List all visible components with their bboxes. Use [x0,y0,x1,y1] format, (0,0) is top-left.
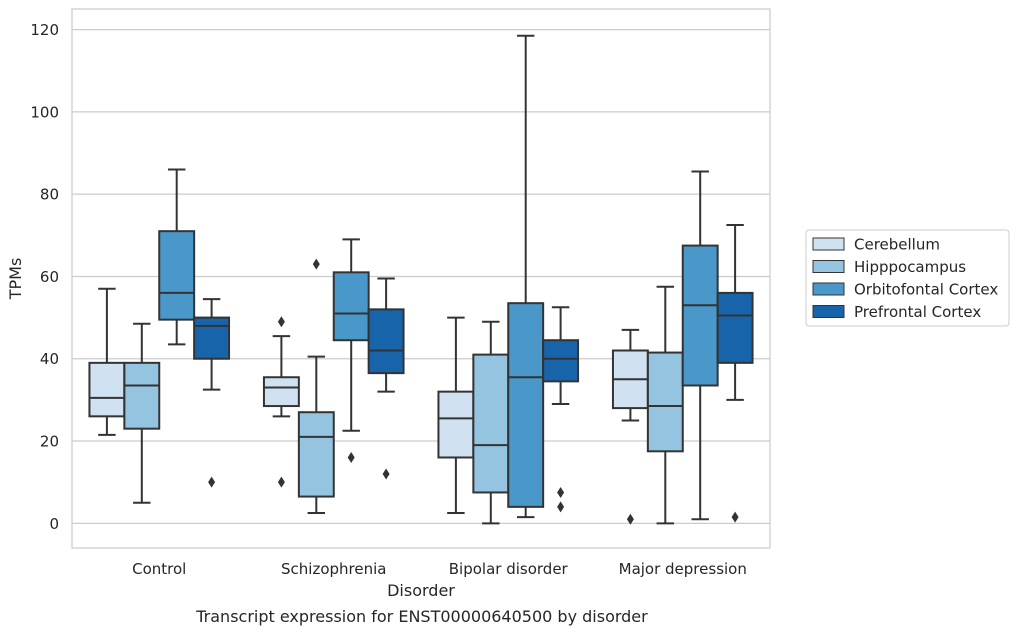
outlier-point [557,486,565,498]
plot-frame [71,8,771,549]
boxplots [88,34,754,525]
boxplot [367,277,405,480]
outlier-point [382,468,390,480]
y-tick-label: 0 [49,515,59,533]
boxplot [193,298,231,488]
legend-swatch [812,282,845,296]
outlier-point [208,476,216,488]
box-iqr [332,271,370,342]
box-iqr [123,361,161,430]
legend-frame [805,229,1010,327]
y-tick-label: 80 [40,186,59,204]
legend-label: Orbitofontal Cortex [854,281,998,299]
legend-swatch [812,260,845,273]
legend-swatch [812,305,845,318]
box-iqr [507,302,545,508]
box-iqr [542,339,580,383]
outlier-point [557,501,565,513]
x-tick-labels: Control Schizophrenia Bipolar disorder Majo… [132,560,747,578]
legend-swatch [812,237,845,251]
x-tick-label: Bipolar disorder [449,560,569,578]
box-iqr [88,361,126,418]
boxplot [297,258,335,515]
box-iqr [716,291,754,364]
boxplot [123,322,161,504]
boxplot [542,306,580,513]
boxplot [88,287,126,436]
boxplot [716,224,754,523]
y-axis-label: TPMs [6,258,25,301]
outlier-point [347,451,355,463]
outlier-point [626,513,634,525]
box-iqr [158,230,196,321]
x-tick-label: Control [132,560,186,578]
boxplot [332,238,370,463]
outlier-point [277,476,285,488]
x-tick-label: Schizophrenia [281,560,386,578]
boxplot [158,168,196,346]
y-tick-labels: 0 20 40 60 80 100 120 [30,21,59,533]
boxplot [646,285,684,525]
legend-label: Hipppocampus [854,258,966,276]
boxplot [437,316,475,515]
legend-label: Cerebellum [854,236,940,254]
outlier-point [277,316,285,328]
y-tick-label: 20 [40,433,59,451]
outlier-point [312,258,320,270]
boxplot [472,320,510,525]
box-iqr [646,351,684,453]
boxplot [507,34,545,519]
y-tick-label: 100 [30,103,59,121]
box-iqr [472,353,510,494]
figure-caption: Transcript expression for ENST0000064050… [195,607,648,626]
box-iqr [262,376,300,408]
x-tick-label: Major depression [619,560,747,578]
box-iqr [297,411,335,498]
box-iqr [367,308,405,375]
legend: Cerebellum Hipppocampus Orbitofontal Corte… [805,229,1010,327]
box-iqr [681,244,719,387]
boxplot [611,328,649,525]
boxplot [681,170,719,521]
box-iqr [193,316,231,360]
x-axis-label: Disorder [387,581,455,600]
y-tick-label: 40 [40,350,59,368]
outlier-point [731,511,739,523]
y-tick-label: 60 [40,268,59,286]
boxplot [262,316,300,488]
legend-label: Prefrontal Cortex [854,303,981,321]
y-tick-label: 120 [30,21,59,39]
box-iqr [437,390,475,459]
